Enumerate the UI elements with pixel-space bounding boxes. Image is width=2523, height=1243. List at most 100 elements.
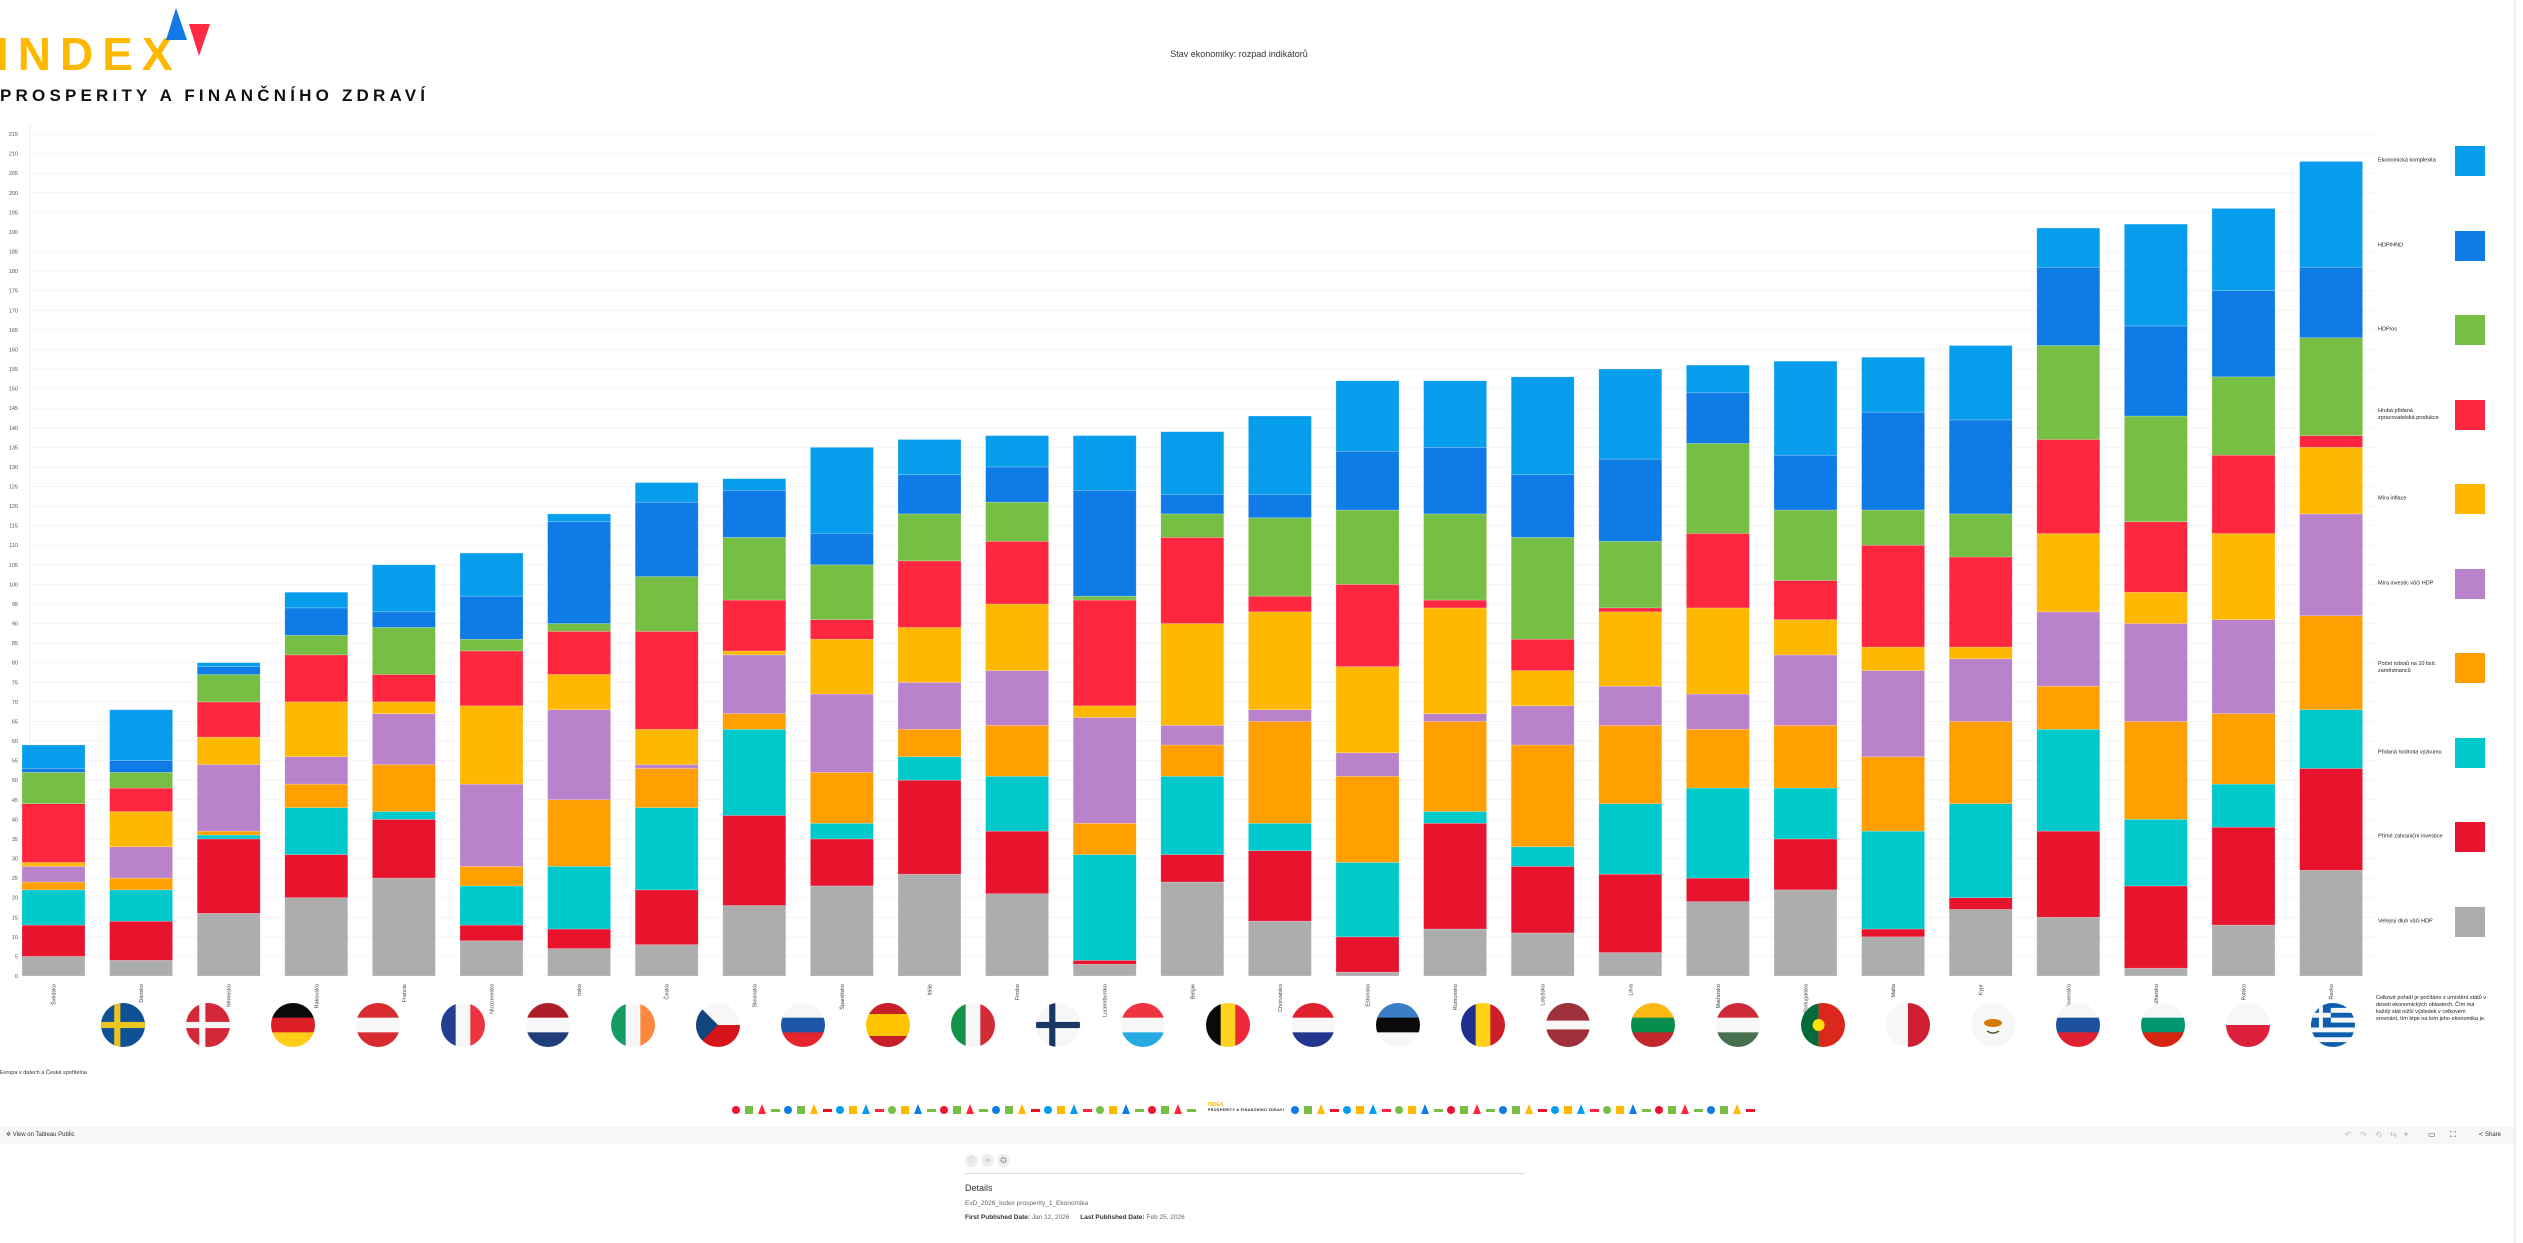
- share-button[interactable]: ≺ Share: [2478, 1131, 2501, 1138]
- bar-segment[interactable]: [897, 474, 962, 515]
- bar-segment[interactable]: [1335, 936, 1400, 973]
- bar-Rakousko[interactable]: [284, 591, 349, 977]
- bar-Belgie[interactable]: [1160, 431, 1225, 977]
- bar-segment[interactable]: [1861, 646, 1925, 671]
- bar-segment[interactable]: [2211, 826, 2276, 926]
- bar-segment[interactable]: [196, 666, 261, 675]
- bar-segment[interactable]: [1773, 838, 1838, 891]
- bar-segment[interactable]: [547, 623, 611, 632]
- bar-segment[interactable]: [284, 783, 349, 808]
- bar-segment[interactable]: [985, 830, 1049, 895]
- bar-segment[interactable]: [1948, 419, 2013, 515]
- undo-icon[interactable]: ↶: [2345, 1130, 2352, 1139]
- bar-segment[interactable]: [722, 713, 787, 730]
- bar-Řecko[interactable]: [2299, 161, 2363, 977]
- bar-segment[interactable]: [1160, 537, 1225, 624]
- bar-segment[interactable]: [2124, 721, 2188, 820]
- bar-segment[interactable]: [1686, 607, 1750, 695]
- bar-segment[interactable]: [21, 744, 86, 769]
- bar-segment[interactable]: [2299, 161, 2363, 268]
- bar-segment[interactable]: [810, 638, 874, 695]
- bar-Švédsko[interactable]: [21, 744, 86, 977]
- bar-segment[interactable]: [547, 928, 611, 949]
- bar-segment[interactable]: [810, 619, 874, 640]
- bar-segment[interactable]: [810, 447, 874, 534]
- legend-item[interactable]: Přímé zahraniční investice: [2378, 822, 2518, 852]
- bar-segment[interactable]: [2036, 533, 2101, 613]
- bar-segment[interactable]: [897, 439, 962, 476]
- bar-segment[interactable]: [2299, 768, 2363, 871]
- bar-segment[interactable]: [1686, 728, 1750, 789]
- bar-segment[interactable]: [1948, 803, 2013, 898]
- bar-segment[interactable]: [985, 541, 1049, 605]
- legend-item[interactable]: Míra inflace: [2378, 484, 2518, 514]
- bar-Česko[interactable]: [634, 482, 699, 977]
- bar-segment[interactable]: [1861, 509, 1925, 546]
- bar-segment[interactable]: [810, 564, 874, 620]
- bar-segment[interactable]: [722, 650, 787, 656]
- bar-segment[interactable]: [1248, 850, 1312, 922]
- scrollbar[interactable]: [2514, 0, 2516, 1243]
- bar-segment[interactable]: [2299, 869, 2363, 977]
- bar-segment[interactable]: [459, 650, 524, 707]
- bar-segment[interactable]: [284, 897, 349, 977]
- bar-segment[interactable]: [1160, 881, 1225, 977]
- bar-segment[interactable]: [109, 709, 173, 761]
- bar-Německo[interactable]: [196, 662, 261, 977]
- bar-segment[interactable]: [196, 662, 261, 667]
- bar-segment[interactable]: [985, 893, 1049, 977]
- award-icon[interactable]: ✪: [997, 1154, 1010, 1167]
- bar-segment[interactable]: [372, 564, 436, 613]
- bar-Bulharsko[interactable]: [2124, 223, 2188, 977]
- bar-segment[interactable]: [1598, 541, 1663, 609]
- bar-segment[interactable]: [459, 885, 524, 926]
- bar-segment[interactable]: [1248, 920, 1312, 977]
- bar-segment[interactable]: [2036, 916, 2101, 977]
- bar-segment[interactable]: [1686, 693, 1750, 730]
- bar-segment[interactable]: [634, 482, 699, 503]
- bar-segment[interactable]: [1510, 846, 1575, 867]
- bar-segment[interactable]: [21, 768, 86, 773]
- bar-segment[interactable]: [1686, 787, 1750, 879]
- bar-segment[interactable]: [196, 913, 261, 977]
- bar-segment[interactable]: [1248, 721, 1312, 824]
- bar-segment[interactable]: [284, 701, 349, 758]
- bar-segment[interactable]: [634, 764, 699, 769]
- bar-segment[interactable]: [1072, 490, 1137, 597]
- bar-Irsko[interactable]: [547, 513, 611, 977]
- bar-segment[interactable]: [2211, 376, 2276, 456]
- bar-segment[interactable]: [1686, 443, 1750, 534]
- bar-segment[interactable]: [1598, 873, 1663, 953]
- bar-segment[interactable]: [1423, 607, 1487, 714]
- bar-Itálie[interactable]: [897, 439, 962, 977]
- bar-segment[interactable]: [810, 885, 874, 977]
- bar-segment[interactable]: [1948, 646, 2013, 660]
- bar-segment[interactable]: [1248, 822, 1312, 851]
- bar-segment[interactable]: [1510, 744, 1575, 848]
- bar-segment[interactable]: [1773, 889, 1838, 977]
- bar-segment[interactable]: [1773, 654, 1838, 726]
- bar-segment[interactable]: [722, 815, 787, 906]
- bar-segment[interactable]: [459, 552, 524, 597]
- bar-segment[interactable]: [2036, 266, 2101, 346]
- bar-segment[interactable]: [1160, 854, 1225, 883]
- fullscreen-icon[interactable]: ⛶: [2450, 1130, 2456, 1139]
- bar-segment[interactable]: [21, 803, 86, 863]
- bar-segment[interactable]: [722, 478, 787, 491]
- bar-segment[interactable]: [1160, 744, 1225, 777]
- bar-Španělsko[interactable]: [810, 447, 874, 977]
- bar-segment[interactable]: [2036, 227, 2101, 268]
- bar-segment[interactable]: [1072, 595, 1137, 601]
- bar-segment[interactable]: [1072, 717, 1137, 824]
- bar-segment[interactable]: [1773, 360, 1838, 456]
- bar-segment[interactable]: [1773, 509, 1838, 581]
- bar-segment[interactable]: [21, 924, 86, 957]
- bar-segment[interactable]: [1861, 411, 1925, 511]
- bar-segment[interactable]: [2299, 266, 2363, 338]
- bar-segment[interactable]: [1773, 787, 1838, 840]
- bar-segment[interactable]: [2036, 345, 2101, 440]
- bar-segment[interactable]: [810, 533, 874, 566]
- bar-segment[interactable]: [1948, 721, 2013, 804]
- legend-item[interactable]: Ekonomická komplexita: [2378, 146, 2518, 176]
- bar-segment[interactable]: [1598, 607, 1663, 613]
